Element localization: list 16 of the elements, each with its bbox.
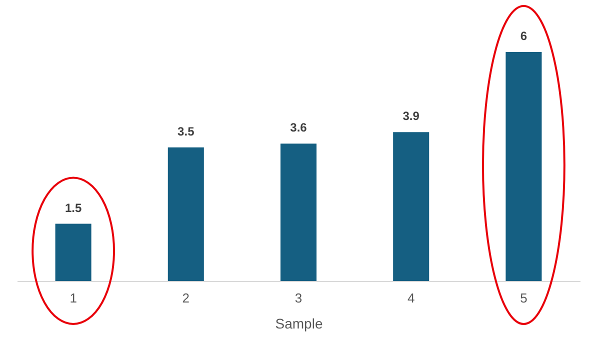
bar	[280, 144, 317, 281]
data-label: 3.6	[290, 120, 308, 135]
x-tick-label: 5	[520, 290, 528, 306]
data-label: 3.5	[178, 124, 195, 138]
bar	[168, 147, 204, 281]
data-label: 3.9	[402, 109, 420, 124]
data-label: 6	[520, 29, 528, 43]
x-axis-title: Sample	[275, 316, 323, 332]
data-label: 1.5	[64, 200, 82, 215]
x-tick-label: 4	[407, 290, 415, 306]
x-tick-label: 3	[294, 290, 302, 306]
x-tick-label: 1	[70, 290, 77, 306]
x-tick-label: 2	[182, 290, 190, 306]
bar	[393, 132, 430, 281]
bar	[55, 224, 92, 281]
bar	[506, 52, 542, 281]
